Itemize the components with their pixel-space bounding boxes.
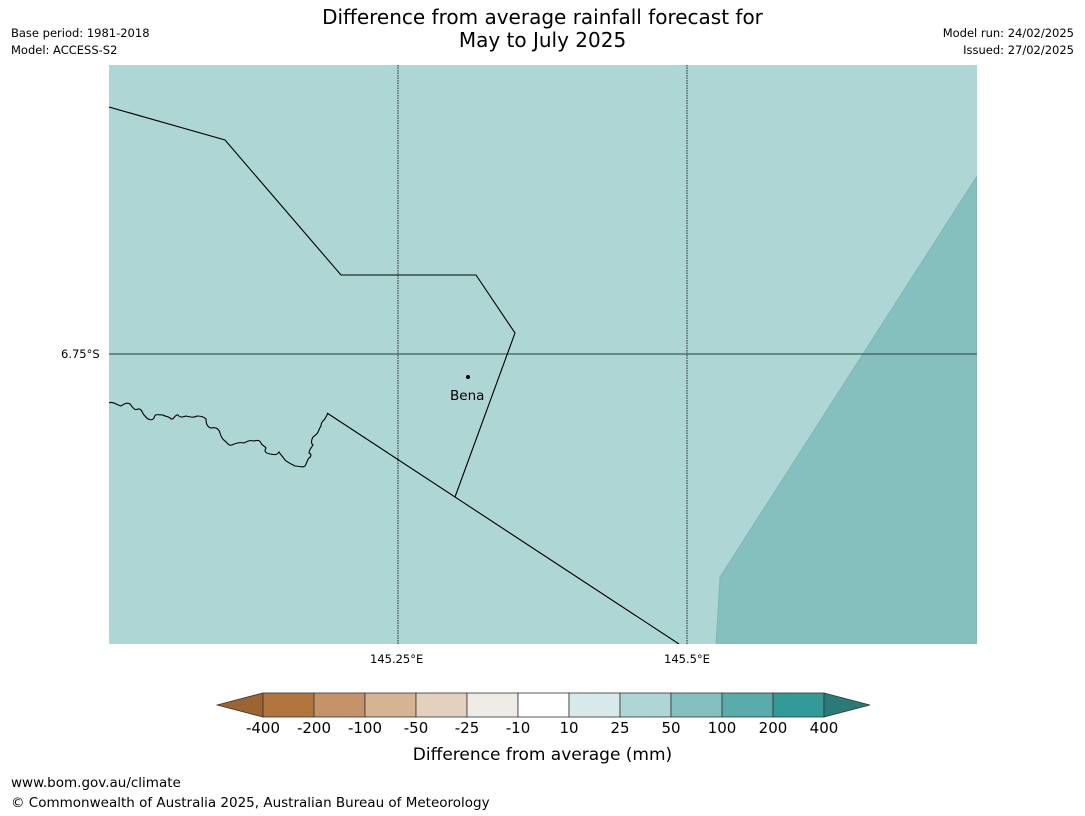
colorbar-segment xyxy=(313,692,366,718)
town-marker xyxy=(466,375,470,379)
colorbar-segment xyxy=(262,692,315,718)
higher-rainfall-region xyxy=(715,175,977,644)
footer-copyright: © Commonwealth of Australia 2025, Austra… xyxy=(11,795,490,811)
colorbar-tick-label: -200 xyxy=(296,719,332,737)
title-line-2: May to July 2025 xyxy=(458,28,627,52)
colorbar-tick-label: 50 xyxy=(661,719,681,737)
colorbar-arrow-low xyxy=(216,692,264,718)
colorbar-segment xyxy=(670,692,723,718)
footer-url[interactable]: www.bom.gov.au/climate xyxy=(11,775,181,791)
colorbar-tick-label: -50 xyxy=(403,719,429,737)
colorbar-tick-label: 25 xyxy=(610,719,630,737)
colorbar-tick-label: -100 xyxy=(347,719,383,737)
colorbar-segment xyxy=(517,692,570,718)
lon-label-145-25: 145.25°E xyxy=(370,652,424,666)
map-svg xyxy=(109,65,977,644)
colorbar-tick-label: -25 xyxy=(454,719,480,737)
meta-left: Base period: 1981-2018 Model: ACCESS-S2 xyxy=(11,25,150,59)
colorbar xyxy=(216,692,870,718)
colorbar-segment xyxy=(568,692,621,718)
colorbar-tick-label: 400 xyxy=(809,719,839,737)
base-period: Base period: 1981-2018 xyxy=(11,26,150,40)
colorbar-title: Difference from average (mm) xyxy=(412,745,673,765)
river-boundary xyxy=(109,401,329,468)
colorbar-tick-label: -400 xyxy=(245,719,281,737)
title-line-1: Difference from average rainfall forecas… xyxy=(322,5,763,29)
lon-label-145-5: 145.5°E xyxy=(664,652,710,666)
colorbar-tick-label: 100 xyxy=(707,719,737,737)
model-run: Model run: 24/02/2025 xyxy=(942,26,1074,40)
model-name: Model: ACCESS-S2 xyxy=(11,43,118,57)
colorbar-tick-label: 200 xyxy=(758,719,788,737)
town-label: Bena xyxy=(450,388,485,404)
lat-label: 6.75°S xyxy=(61,347,100,361)
colorbar-segment xyxy=(364,692,417,718)
map-panel: Bena xyxy=(109,65,977,644)
colorbar-segment xyxy=(772,692,825,718)
province-border-south xyxy=(326,412,680,644)
colorbar-tick-label: 10 xyxy=(559,719,579,737)
chart-title: Difference from average rainfall forecas… xyxy=(0,6,1085,52)
colorbar-arrow-high xyxy=(823,692,870,718)
colorbar-segment xyxy=(415,692,468,718)
province-border-north xyxy=(109,106,516,498)
colorbar-tick-label: -10 xyxy=(505,719,531,737)
colorbar-segment xyxy=(619,692,672,718)
colorbar-segment xyxy=(721,692,774,718)
issued-date: Issued: 27/02/2025 xyxy=(963,43,1074,57)
colorbar-segment xyxy=(466,692,519,718)
meta-right: Model run: 24/02/2025 Issued: 27/02/2025 xyxy=(943,25,1074,59)
